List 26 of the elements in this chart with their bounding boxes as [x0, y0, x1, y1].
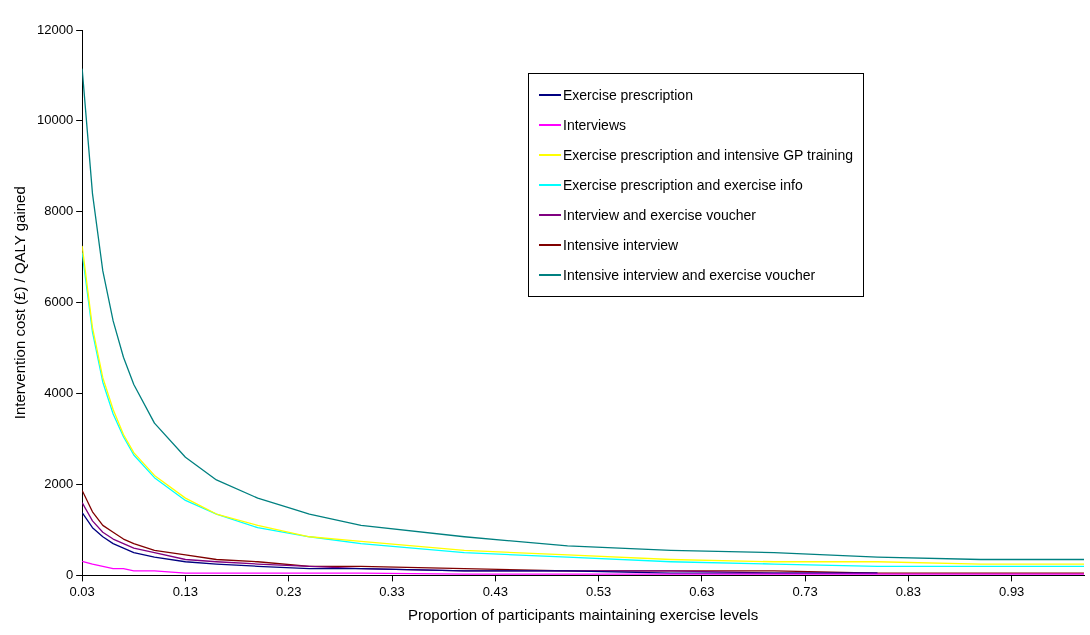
x-tick-label: 0.53: [585, 583, 612, 599]
legend-label: Exercise prescription and intensive GP training: [563, 147, 854, 163]
x-tick-label: 0.73: [792, 583, 818, 599]
legend-label: Interview and exercise voucher: [563, 207, 756, 223]
y-tick-label: 12000: [36, 21, 74, 37]
x-tick-label: 0.23: [276, 583, 302, 599]
y-tick-label: 0: [65, 566, 74, 582]
y-axis-title: Intervention cost (£) / QALY gained: [11, 186, 29, 420]
x-tick-label: 0.03: [69, 583, 95, 599]
x-tick-label: 0.93: [999, 583, 1025, 599]
y-tick-label: 4000: [44, 385, 74, 401]
y-tick-label: 8000: [44, 203, 74, 219]
y-tick-label: 10000: [36, 112, 74, 128]
x-tick-label: 0.83: [895, 583, 922, 599]
y-tick-label: 2000: [44, 476, 74, 492]
x-tick-label: 0.63: [689, 583, 715, 599]
legend-label: Exercise prescription: [563, 87, 693, 103]
x-tick-label: 0.33: [379, 583, 405, 599]
y-tick-label: 6000: [44, 294, 74, 310]
legend-label: Exercise prescription and exercise info: [563, 177, 803, 193]
legend-label: Intensive interview: [563, 237, 679, 253]
x-tick-label: 0.43: [482, 583, 508, 599]
legend-label: Interviews: [563, 117, 627, 133]
x-axis-title: Proportion of participants maintaining exercise levels: [407, 606, 759, 624]
legend-label: Intensive interview and exercise voucher: [563, 267, 816, 283]
x-tick-label: 0.13: [172, 583, 199, 599]
